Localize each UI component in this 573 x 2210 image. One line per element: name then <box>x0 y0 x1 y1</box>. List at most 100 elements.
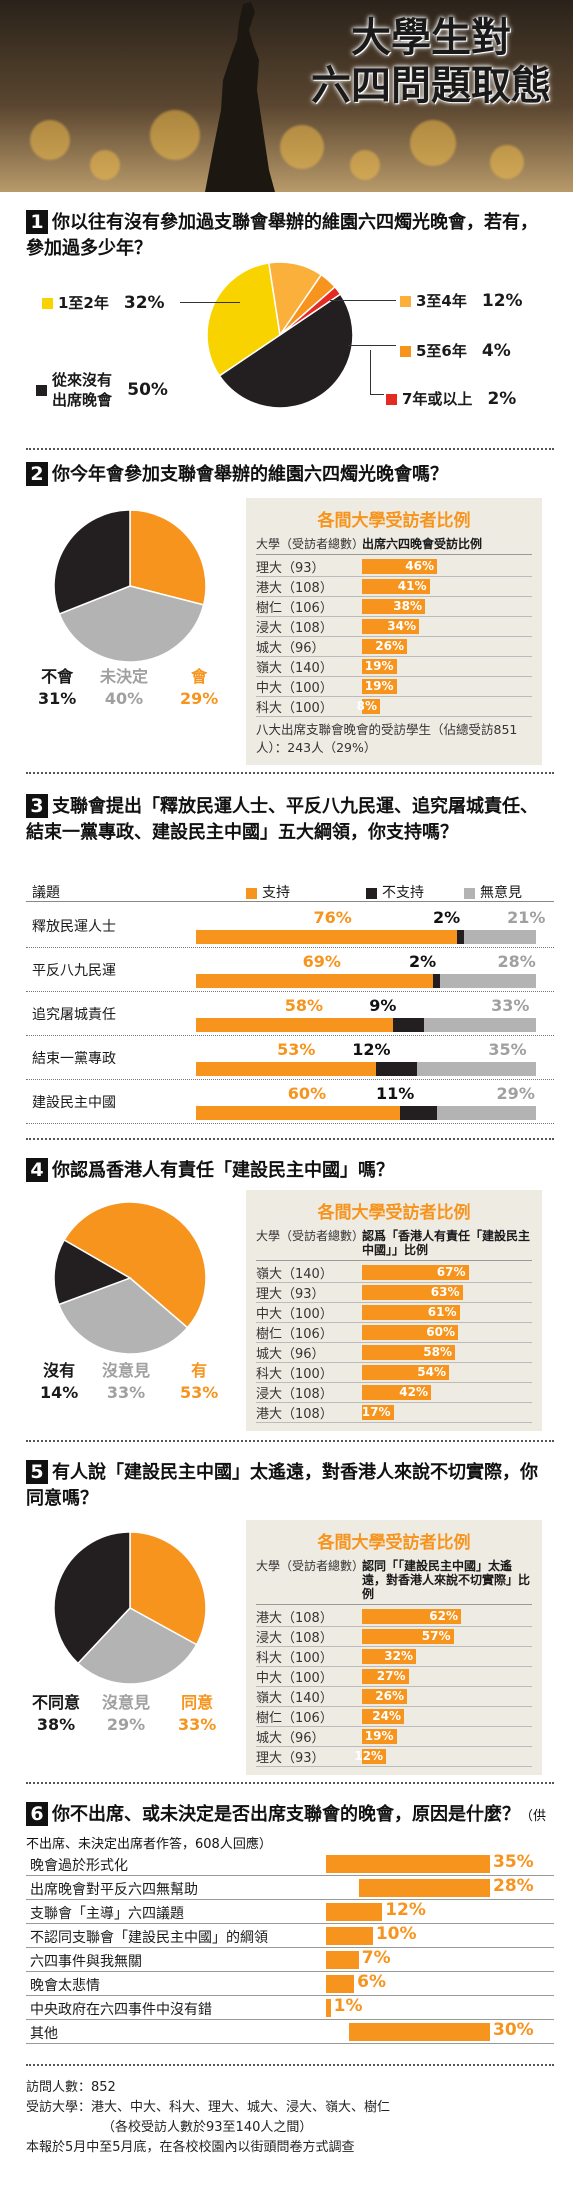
question-4-title: 4 你認爲香港人有責任「建設民主中國」嗎？ <box>26 1158 554 1184</box>
university-name: 理大（93） <box>256 1287 325 1302</box>
table-bar: 26% <box>362 1689 407 1704</box>
legend-support: 支持 <box>246 882 290 902</box>
q1-label-1to2: 1至2年 32% <box>42 292 165 313</box>
q3-issue-label: 追究屠城責任 <box>32 1007 116 1023</box>
q3-bar-value: 9% <box>369 996 397 1015</box>
table-bar-value: 38% <box>393 599 422 613</box>
table-bar-value: 19% <box>364 659 394 673</box>
pie-q1-slice-0 <box>206 262 281 377</box>
question-subtext: （供不出席、未決定出席者作答，608人回應） <box>26 1809 547 1852</box>
table-bar: 17% <box>362 1405 394 1420</box>
table-bar-value: 26% <box>375 639 404 653</box>
table-row: 嶺大（140） 67% <box>256 1263 532 1283</box>
table-bar-value: 24% <box>372 1709 401 1723</box>
page-title: 大學生對 六四問題取態 <box>311 14 551 110</box>
q6-bar-value: 35% <box>493 1852 534 1872</box>
university-name: 港大（108） <box>256 581 333 596</box>
bokeh-light <box>410 120 456 166</box>
q3-row: 建設民主中國 60% 11% 29% <box>26 1080 554 1124</box>
table-row: 浸大（108） 34% <box>256 617 532 637</box>
university-name: 城大（96） <box>256 641 325 656</box>
q4-label-neutral: 沒意見 33% <box>102 1361 151 1402</box>
q6-reason-label: 不認同支聯會「建設民主中國」的綱領 <box>30 1930 268 1946</box>
q3-bar-segment <box>393 1018 424 1032</box>
pie-q4-slice-2 <box>53 1238 132 1306</box>
q3-issue-label: 建設民主中國 <box>32 1095 116 1111</box>
legend-none: 無意見 <box>464 882 522 902</box>
table-row: 理大（93） 63% <box>256 1283 532 1303</box>
question-number: 6 <box>26 1802 48 1826</box>
table-title: 各間大學受訪者比例 <box>317 1533 471 1553</box>
table-bar: 32% <box>362 1649 416 1664</box>
table-bar: 54% <box>362 1365 449 1380</box>
q3-bar-value: 76% <box>313 908 352 927</box>
university-name: 港大（108） <box>256 1407 333 1422</box>
legend-swatch <box>400 346 411 357</box>
university-name: 理大（93） <box>256 561 325 576</box>
q1-pie-chart <box>206 261 354 409</box>
q3-bar-segment <box>417 1062 536 1076</box>
q3-issue-label: 平反八九民運 <box>32 963 116 979</box>
table-bar: 46% <box>362 559 437 574</box>
university-name: 嶺大（140） <box>256 1691 333 1706</box>
q5-label-disagree: 不同意 38% <box>32 1693 81 1734</box>
table-row: 中大（100） 61% <box>256 1303 532 1323</box>
table-note: 八大出席支聯會晚會的受訪學生（佔總受訪851人）：243人（29%） <box>256 722 518 755</box>
question-text: 你認爲香港人有責任「建設民主中國」嗎？ <box>52 1160 394 1181</box>
footer-universities: 受訪大學：港大、中大、科大、理大、城大、浸大、嶺大、樹仁 <box>26 2100 391 2115</box>
q3-bar-value: 69% <box>302 952 341 971</box>
table-bar: 63% <box>362 1285 463 1300</box>
q3-bar-segment <box>423 1018 536 1032</box>
university-name: 嶺大（140） <box>256 1267 333 1282</box>
q1-label-5to6: 5至6年 4% <box>400 340 511 361</box>
university-name: 浸大（108） <box>256 1631 333 1646</box>
legend-swatch <box>386 394 397 405</box>
legend-swatch <box>36 384 47 396</box>
table-bar: 60% <box>362 1325 458 1340</box>
question-number: 5 <box>26 1460 48 1484</box>
q1-label-never: 從來沒有出席晚會 50% <box>36 370 168 410</box>
leader-line <box>180 302 240 303</box>
statue-silhouette-icon <box>205 2 275 192</box>
q6-reason-label: 出席晚會對平反六四無幫助 <box>30 1882 198 1898</box>
q6-row: 中央政府在六四事件中沒有錯 1% <box>26 1996 554 2020</box>
footer-method: 本報於5月中至5月底，在各校校園內以街頭問卷方式調查 <box>26 2140 355 2155</box>
pie-q2-slice-2 <box>53 509 131 615</box>
table-bar: 26% <box>362 639 407 654</box>
q4-label-no: 沒有 14% <box>40 1361 79 1402</box>
q3-bar-segment <box>439 974 536 988</box>
q3-bar-value: 2% <box>433 908 461 927</box>
table-row: 浸大（108） 57% <box>256 1627 532 1647</box>
university-name: 浸大（108） <box>256 1387 333 1402</box>
q2-label-undecided: 未決定 40% <box>100 667 149 708</box>
q6-reason-label: 支聯會「主導」六四議題 <box>30 1906 184 1922</box>
table-row: 科大（100） 32% <box>256 1647 532 1667</box>
q2-label-yes: 會 29% <box>180 667 219 708</box>
q3-bar-value: 58% <box>284 996 324 1015</box>
table-bar-value: 63% <box>430 1285 460 1299</box>
q5-pie-chart <box>53 1531 207 1685</box>
table-header: 大學（受訪者總數） 認爲「香港人有責任「建設民主中國」」比例 <box>256 1229 532 1261</box>
q3-issue-label: 釋放民運人士 <box>32 919 116 935</box>
table-bar-value: 42% <box>399 1385 428 1399</box>
q3-bar-value: 11% <box>376 1084 415 1103</box>
table-bar: 57% <box>362 1629 454 1644</box>
question-number: 3 <box>26 794 48 818</box>
table-title: 各間大學受訪者比例 <box>317 511 471 531</box>
q3-bar-segment <box>196 1106 400 1120</box>
table-rows: 嶺大（140） 67% 理大（93） 63% 中大（100） 61% 樹仁（106） 60% 城… <box>256 1263 532 1423</box>
q3-header-issue: 議題 <box>32 885 60 901</box>
bokeh-light <box>90 150 120 180</box>
q1-label-7plus: 7年或以上 2% <box>386 388 516 409</box>
q3-bar-segment <box>457 930 464 944</box>
q3-bar-value: 35% <box>488 1040 527 1059</box>
q3-bar-segment <box>376 1062 417 1076</box>
q4-label-yes: 有 53% <box>180 1361 219 1402</box>
table-bar-value: 32% <box>384 1649 413 1663</box>
bokeh-light <box>490 145 524 179</box>
pie-q2-slice-0 <box>129 509 207 606</box>
q6-row: 晚會過於形式化 35% <box>26 1852 554 1876</box>
question-1-title: 1 你以往有沒有參加過支聯會舉辦的維園六四燭光晚會，若有，參加過多少年？ <box>26 210 554 262</box>
university-name: 樹仁（106） <box>256 1327 333 1342</box>
table-title: 各間大學受訪者比例 <box>317 1203 471 1223</box>
